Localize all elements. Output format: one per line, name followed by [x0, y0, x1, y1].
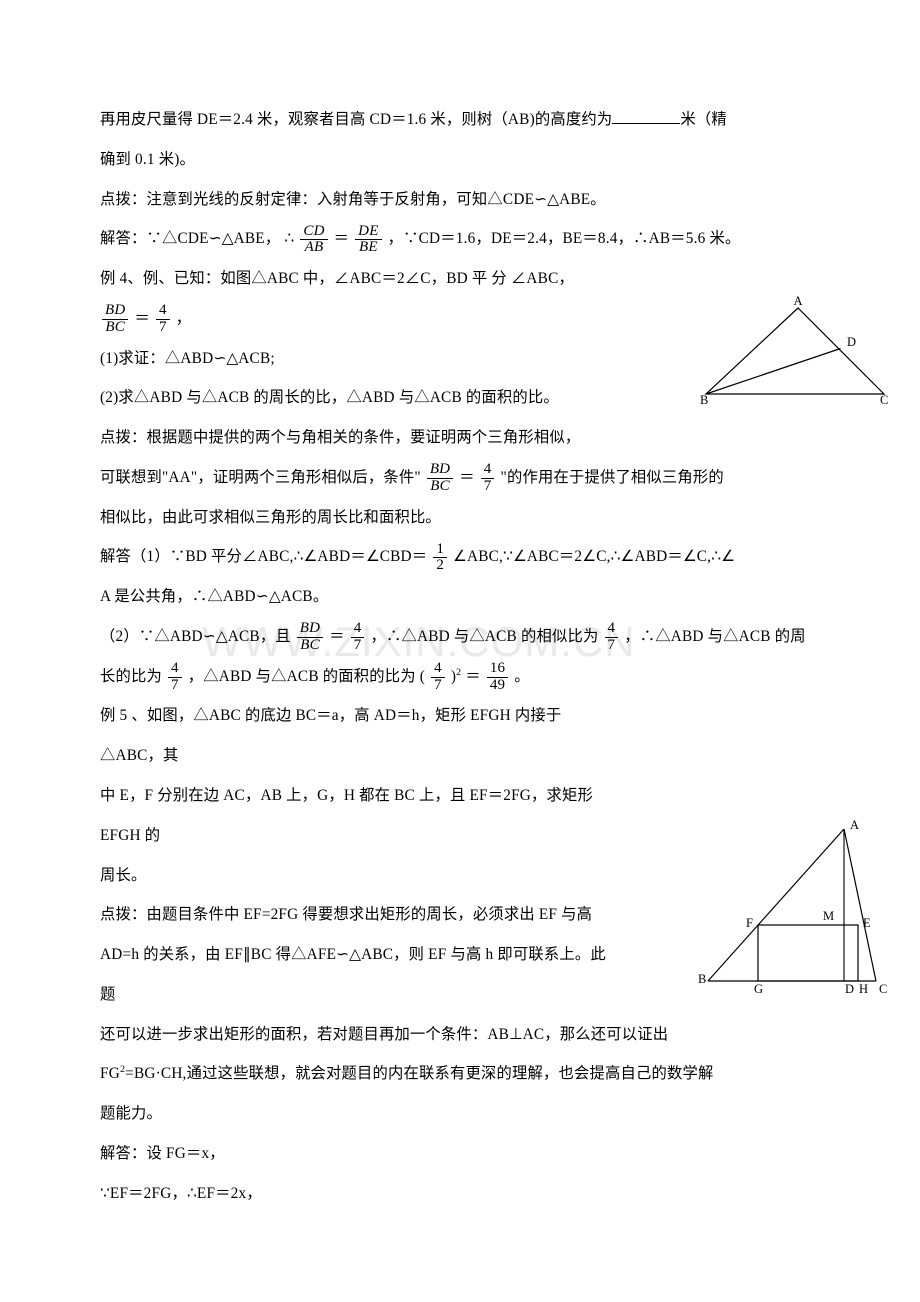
svg-text:C: C — [879, 982, 887, 996]
fraction: 47 — [481, 462, 495, 495]
text: 可联想到"AA"，证明两个三角形相似后，条件" — [100, 469, 421, 486]
svg-text:A: A — [850, 818, 859, 832]
paragraph: 解答：设 FG＝x， — [100, 1134, 820, 1174]
paragraph: 点拨：注意到光线的反射定律：入射角等于反射角，可知△CDE∽△ABE。 — [100, 180, 820, 220]
paragraph: 相似比，由此可求相似三角形的周长比和面积比。 — [100, 498, 820, 538]
fraction: BDBC — [297, 621, 323, 654]
text: ＝ — [465, 668, 481, 685]
svg-text:D: D — [845, 982, 854, 996]
text: ∠ABC,∵∠ABC＝2∠C,∴∠ABD＝∠C,∴∠ — [453, 548, 735, 565]
paragraph: 再用皮尺量得 DE＝2.4 米，观察者目高 CD＝1.6 米，则树（AB)的高度… — [100, 100, 820, 140]
paragraph: 确到 0.1 米)。 — [100, 140, 820, 180]
fraction: BDBC — [102, 303, 128, 336]
paragraph: 长的比为 47 ，△ABD 与△ACB 的面积的比为 ( 47 )2 ＝ 164… — [100, 657, 820, 697]
inscribed-rect-diagram: A B C D E F G H M — [696, 815, 896, 1010]
paragraph: 例 5 、如图，△ABC 的底边 BC＝a，高 AD＝h，矩形 EFGH 内接于… — [100, 696, 820, 776]
text: 解答（1）∵BD 平分∠ABC,∴∠ABD＝∠CBD＝ — [100, 548, 427, 565]
fraction: 47 — [605, 621, 619, 654]
superscript: 2 — [456, 667, 461, 678]
fraction: 47 — [431, 661, 445, 694]
svg-text:G: G — [754, 982, 763, 996]
paragraph: FG2=BG·CH,通过这些联想，就会对题目的内在联系有更深的理解，也会提高自己… — [100, 1054, 820, 1094]
paragraph: 还可以进一步求出矩形的面积，若对题目再加一个条件：AB⊥AC，那么还可以证出 — [100, 1015, 820, 1055]
fraction: BDBC — [427, 462, 453, 495]
fraction: DEBE — [355, 224, 381, 257]
text: 。 — [514, 668, 530, 685]
svg-text:H: H — [859, 982, 868, 996]
text: ( — [420, 668, 425, 685]
paragraph: ∵EF＝2FG，∴EF＝2x， — [100, 1174, 820, 1214]
text: ，∴△ABD 与△ACB 的相似比为 — [371, 628, 599, 645]
svg-text:E: E — [863, 916, 871, 930]
text: 解答：∵△CDE∽△ABE， — [100, 230, 280, 247]
text: ，∵CD＝1.6，DE＝2.4，BE＝8.4，∴AB＝5.6 米。 — [388, 230, 741, 247]
paragraph: A 是公共角，∴△ABD∽△ACB。 — [100, 577, 820, 617]
text: （2）∵△ABD∽△ACB，且 — [100, 628, 291, 645]
text: 米（精 — [680, 111, 727, 128]
svg-text:D: D — [847, 335, 856, 349]
fraction: 47 — [351, 621, 365, 654]
text: ， — [176, 310, 192, 327]
text: ＝ — [329, 628, 345, 645]
paragraph: 可联想到"AA"，证明两个三角形相似后，条件" BDBC ＝ 47 "的作用在于… — [100, 458, 820, 498]
fraction: CDAB — [300, 224, 327, 257]
svg-text:B: B — [698, 972, 706, 986]
text: 再用皮尺量得 DE＝2.4 米，观察者目高 CD＝1.6 米，则树（AB)的高度… — [100, 111, 612, 128]
fraction: 1649 — [487, 661, 508, 694]
fraction: 12 — [433, 542, 447, 575]
text: ，∴△ABD 与△ACB 的周 — [624, 628, 805, 645]
paragraph: 点拨：根据题中提供的两个与角相关的条件，要证明两个三角形相似， — [100, 418, 820, 458]
fraction: 47 — [156, 303, 170, 336]
paragraph: 解答（1）∵BD 平分∠ABC,∴∠ABD＝∠CBD＝ 12 ∠ABC,∵∠AB… — [100, 537, 820, 577]
text: FG — [100, 1065, 120, 1082]
fraction: 47 — [168, 661, 182, 694]
text: ，△ABD 与△ACB 的面积的比为 — [188, 668, 416, 685]
svg-text:A: A — [793, 296, 802, 308]
text: ∴ — [284, 230, 294, 247]
text: ＝ — [459, 469, 475, 486]
svg-text:M: M — [823, 909, 834, 923]
fill-blank — [612, 109, 680, 124]
text: =BG·CH,通过这些联想，就会对题目的内在联系有更深的理解，也会提高自己的数学… — [125, 1065, 713, 1082]
text: ＝ — [134, 310, 150, 327]
triangle-abcd-diagram: A B C D — [694, 296, 894, 421]
text: 长的比为 — [100, 668, 162, 685]
paragraph: 题能力。 — [100, 1094, 820, 1134]
paragraph: 例 4、例、已知：如图△ABC 中，∠ABC＝2∠C，BD 平 分 ∠ABC， — [100, 259, 820, 299]
paragraph: 解答：∵△CDE∽△ABE， ∴ CDAB ＝ DEBE ，∵CD＝1.6，DE… — [100, 219, 820, 259]
text: ＝ — [334, 230, 350, 247]
svg-text:C: C — [880, 393, 888, 407]
text: "的作用在于提供了相似三角形的 — [501, 469, 724, 486]
svg-text:B: B — [700, 393, 708, 407]
paragraph: （2）∵△ABD∽△ACB，且 BDBC ＝ 47 ，∴△ABD 与△ACB 的… — [100, 617, 820, 657]
svg-text:F: F — [746, 916, 753, 930]
